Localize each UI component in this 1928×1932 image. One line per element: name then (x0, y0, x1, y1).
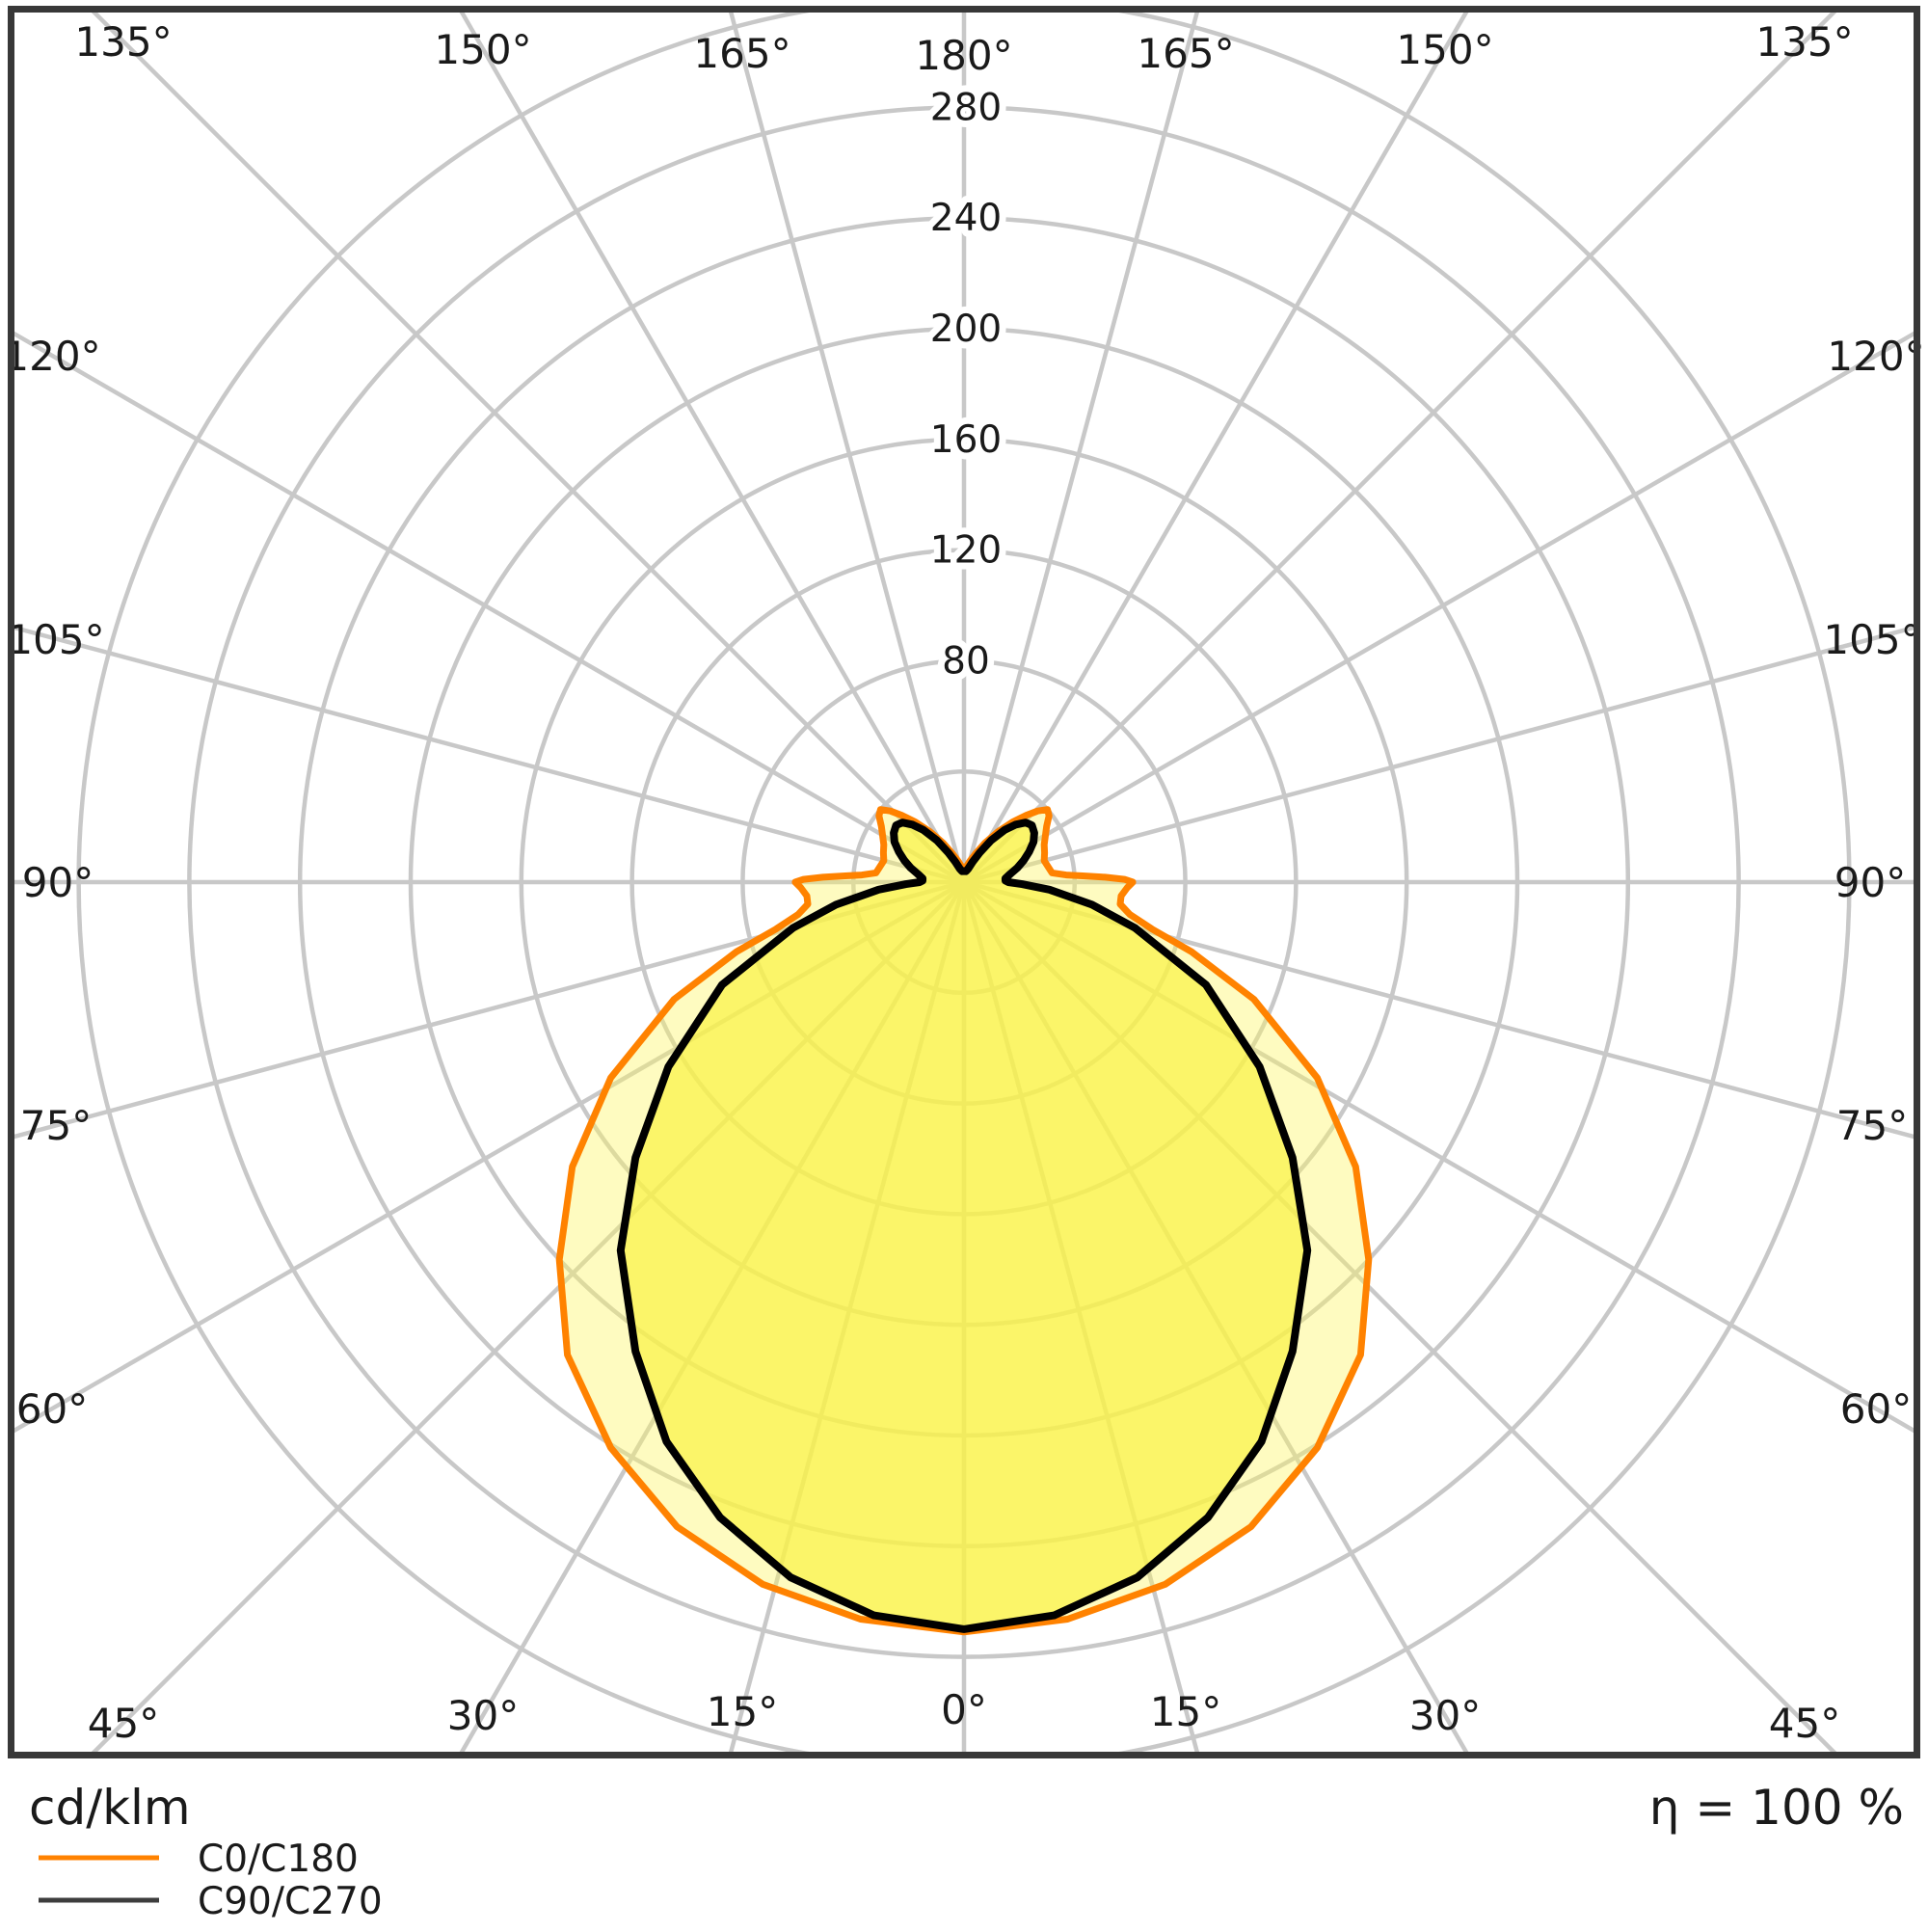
angle-label-75-right: 75° (1836, 1102, 1908, 1149)
grid-spoke-105 (963, 625, 1914, 885)
grid-spoke-210 (459, 13, 966, 884)
angle-label-45-left: 45° (88, 1700, 159, 1747)
angle-label-120-left: 120° (3, 333, 100, 380)
angle-label-165-right: 165° (1137, 30, 1234, 77)
angle-label-90-right: 90° (1834, 859, 1906, 906)
angle-label-90-left: 90° (22, 859, 94, 906)
angle-label-180-right: 180° (915, 32, 1012, 79)
angle-label-150-right: 150° (1396, 26, 1493, 73)
grid-spoke-255 (14, 625, 965, 885)
angle-label-135-right: 135° (1755, 18, 1853, 66)
radial-tick-label-80: 80 (942, 639, 990, 683)
units-label: cd/klm (29, 1780, 191, 1836)
angle-label-165-left: 165° (693, 30, 790, 77)
angle-label-60-right: 60° (1840, 1385, 1912, 1433)
angle-label-135-left: 135° (74, 18, 172, 66)
angle-label-0-right: 0° (941, 1686, 987, 1733)
grid-spoke-150 (962, 13, 1469, 884)
grid-spoke-240 (14, 331, 966, 884)
efficiency-label: η = 100 % (1649, 1780, 1904, 1836)
angle-label-105-left: 105° (7, 616, 104, 663)
grid-spoke-120 (962, 331, 1914, 884)
angle-label-45-right: 45° (1769, 1700, 1840, 1747)
radial-tick-label-280: 280 (930, 86, 1002, 129)
angle-label-15-right: 15° (1150, 1688, 1221, 1735)
grid-spoke-195 (728, 13, 967, 883)
angle-label-30-right: 30° (1409, 1692, 1481, 1739)
curve-c90-c270 (616, 818, 1312, 1633)
angle-label-120-right: 120° (1827, 333, 1924, 380)
grid-spoke-225 (91, 13, 966, 884)
radial-tick-label-120: 120 (930, 529, 1002, 573)
legend-label-c0-c180: C0/C180 (198, 1838, 359, 1881)
grid-spoke-75 (963, 879, 1914, 1140)
radial-tick-labels: 80 120 160 200 240 280 (924, 79, 1008, 689)
angle-label-105-right: 105° (1823, 616, 1920, 663)
angle-label-15-left: 15° (707, 1688, 778, 1735)
grid-spoke-165 (961, 13, 1200, 883)
angle-labels: 0° 15° 15° 30° 30° 45° 45° 60° 60° 75° 75° 90° 90° 10… (3, 18, 1924, 1747)
legend-label-c90-c270: C90/C270 (198, 1880, 383, 1923)
angle-label-75-left: 75° (20, 1102, 92, 1149)
grid-spoke-135 (962, 13, 1837, 884)
angle-label-30-left: 30° (447, 1692, 519, 1739)
grid-spoke-285 (14, 879, 965, 1140)
radial-tick-label-160: 160 (930, 418, 1002, 462)
plot-border (8, 6, 1920, 1758)
intensity-curves (555, 806, 1373, 1636)
legend: C0/C180 C90/C270 (39, 1838, 383, 1923)
radial-tick-label-200: 200 (930, 308, 1002, 351)
angle-label-150-left: 150° (434, 26, 531, 73)
radial-tick-label-240: 240 (930, 197, 1002, 240)
angle-label-60-left: 60° (16, 1385, 88, 1433)
